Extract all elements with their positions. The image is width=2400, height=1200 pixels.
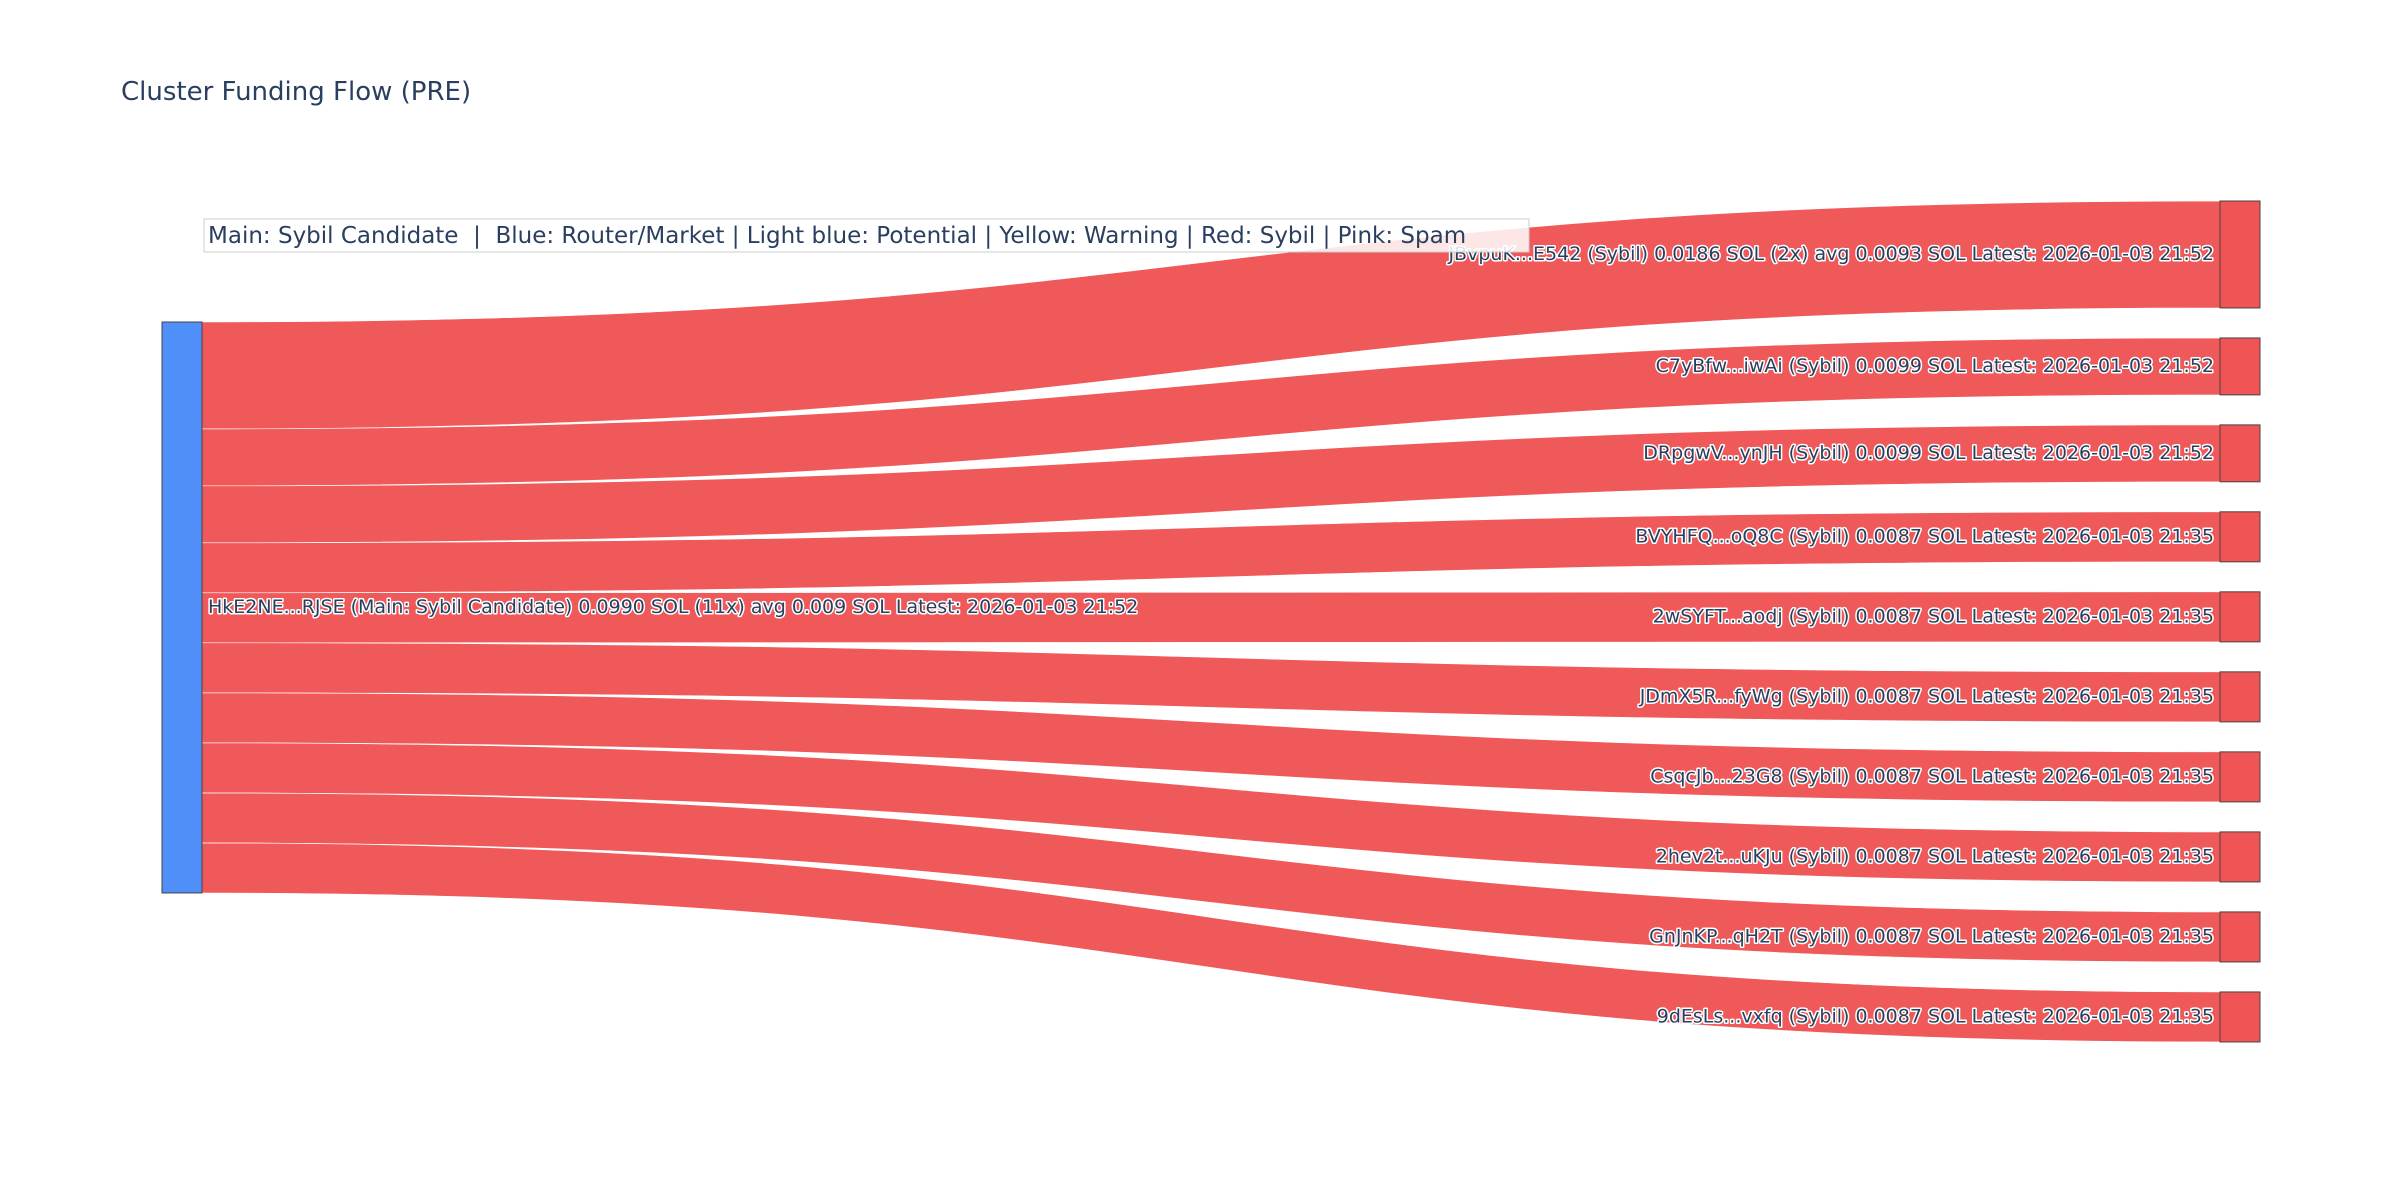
target-node-7[interactable] xyxy=(2219,751,2261,803)
source-node-label: HkE2NE...RJSE (Main: Sybil Candidate) 0.… xyxy=(208,596,1138,618)
labels-layer: JBvpuK...E542 (Sybil) 0.0186 SOL (2x) av… xyxy=(207,241,2216,1028)
target-node-3[interactable] xyxy=(2219,424,2261,483)
target-node-2[interactable] xyxy=(2219,337,2261,396)
target-node-4[interactable] xyxy=(2219,511,2261,563)
legend-note-text: Main: Sybil Candidate | Blue: Router/Mar… xyxy=(208,223,1466,249)
target-node-label-2: C7yBfw...iwAi (Sybil) 0.0099 SOL Latest:… xyxy=(1656,355,2214,377)
source-node[interactable] xyxy=(161,321,203,894)
links-layer xyxy=(201,200,2221,1043)
target-node-8[interactable] xyxy=(2219,831,2261,883)
legend-note: Main: Sybil Candidate | Blue: Router/Mar… xyxy=(203,218,1530,253)
target-node-label-3: DRpgwV...ynJH (Sybil) 0.0099 SOL Latest:… xyxy=(1643,442,2214,464)
target-node-9[interactable] xyxy=(2219,911,2261,963)
target-node-label-4: BVYHFQ...oQ8C (Sybil) 0.0087 SOL Latest:… xyxy=(1635,525,2214,547)
target-node-label-6: JDmX5R...fyWg (Sybil) 0.0087 SOL Latest:… xyxy=(1639,685,2214,707)
target-node-label-9: GnJnKP...qH2T (Sybil) 0.0087 SOL Latest:… xyxy=(1649,925,2214,947)
target-node-5[interactable] xyxy=(2219,591,2261,643)
target-node-1[interactable] xyxy=(2219,200,2261,309)
target-node-label-7: CsqcJb...23G8 (Sybil) 0.0087 SOL Latest:… xyxy=(1650,765,2214,787)
target-node-label-8: 2hev2t...uKJu (Sybil) 0.0087 SOL Latest:… xyxy=(1656,845,2214,867)
target-node-label-5: 2wSYFT...aodj (Sybil) 0.0087 SOL Latest:… xyxy=(1653,605,2214,627)
target-node-label-1: JBvpuK...E542 (Sybil) 0.0186 SOL (2x) av… xyxy=(1447,243,2214,265)
target-node-10[interactable] xyxy=(2219,991,2261,1043)
target-node-6[interactable] xyxy=(2219,671,2261,723)
nodes-layer xyxy=(161,200,2261,1043)
legend-note-box xyxy=(203,218,1530,253)
chart-title: Cluster Funding Flow (PRE) xyxy=(121,77,471,107)
target-node-label-10: 9dEsLs...vxfq (Sybil) 0.0087 SOL Latest:… xyxy=(1657,1005,2214,1027)
